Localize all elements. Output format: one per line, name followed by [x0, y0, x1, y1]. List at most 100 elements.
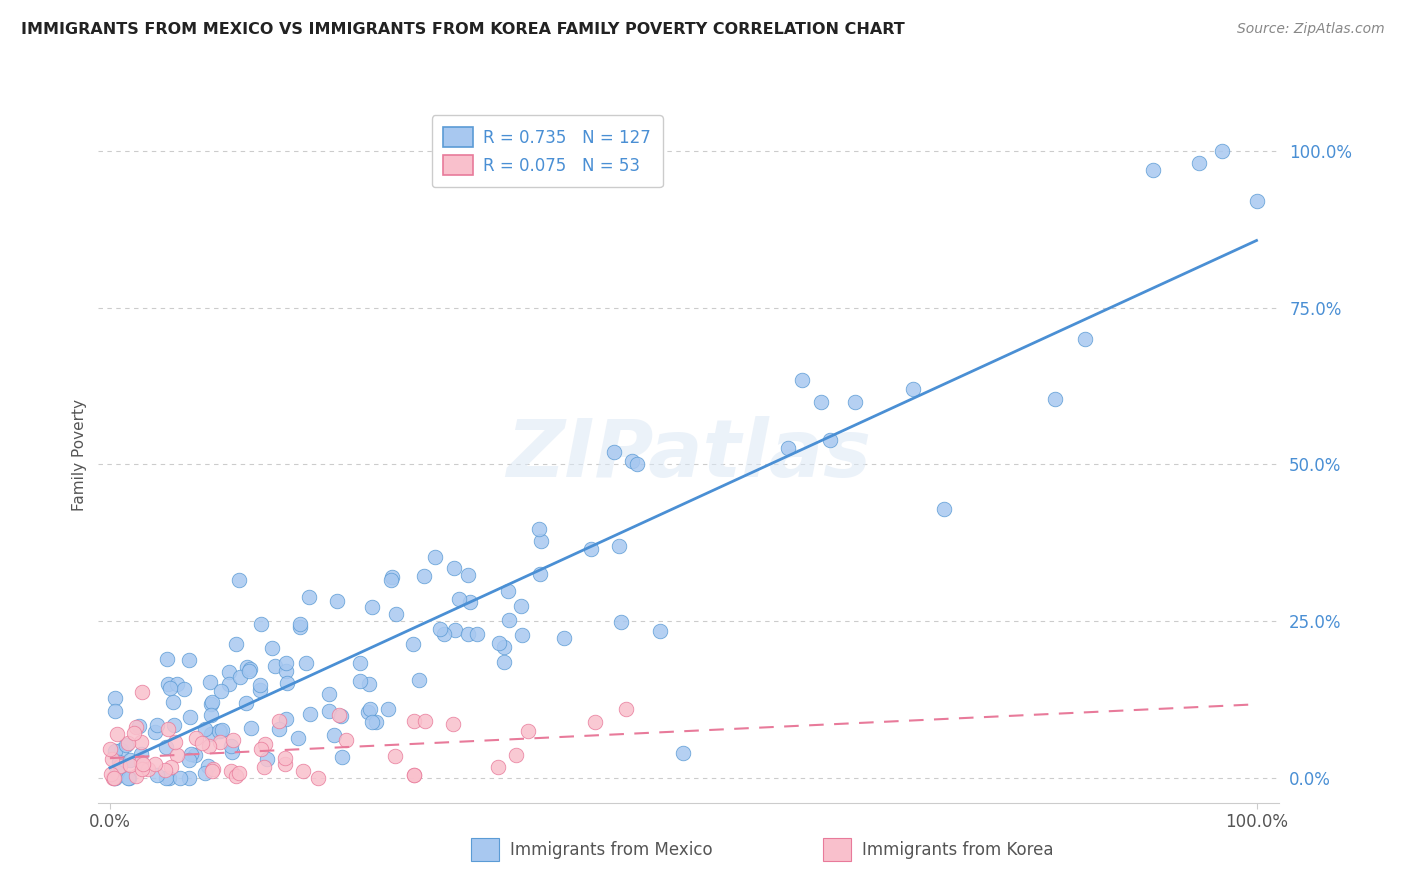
- Point: [603, 444, 626, 458]
- Point: [218, 676, 240, 690]
- Point: [385, 607, 408, 622]
- Point: [264, 659, 287, 673]
- Point: [105, 765, 128, 780]
- Point: [402, 637, 425, 651]
- Point: [423, 550, 446, 565]
- Point: [274, 712, 297, 726]
- Point: [201, 695, 224, 709]
- Point: [465, 626, 488, 640]
- Point: [260, 640, 283, 655]
- Point: [117, 736, 139, 750]
- Point: [118, 757, 141, 772]
- Point: [778, 441, 800, 455]
- Point: [326, 593, 349, 607]
- Point: [228, 573, 250, 587]
- Point: [498, 613, 520, 627]
- Point: [335, 733, 357, 747]
- Point: [290, 620, 312, 634]
- Bar: [823, 838, 851, 861]
- Point: [157, 771, 180, 785]
- Point: [530, 534, 553, 549]
- Point: [235, 696, 257, 710]
- Point: [318, 687, 340, 701]
- Point: [527, 522, 550, 536]
- Point: [200, 727, 222, 741]
- Point: [299, 707, 322, 722]
- Point: [488, 636, 510, 650]
- Point: [298, 590, 321, 604]
- Point: [186, 731, 208, 745]
- Point: [253, 760, 276, 774]
- Point: [318, 704, 340, 718]
- Point: [239, 662, 262, 676]
- Point: [253, 737, 276, 751]
- Point: [105, 727, 128, 741]
- Point: [307, 771, 329, 785]
- Point: [288, 616, 311, 631]
- Point: [120, 752, 142, 766]
- Point: [932, 502, 955, 516]
- Point: [349, 674, 371, 689]
- Point: [131, 762, 153, 776]
- Point: [1188, 156, 1211, 170]
- Point: [180, 747, 202, 762]
- Point: [201, 762, 224, 776]
- Point: [274, 751, 297, 765]
- Text: IMMIGRANTS FROM MEXICO VS IMMIGRANTS FROM KOREA FAMILY POVERTY CORRELATION CHART: IMMIGRANTS FROM MEXICO VS IMMIGRANTS FRO…: [21, 22, 905, 37]
- Point: [412, 569, 434, 583]
- Point: [239, 721, 262, 735]
- Point: [131, 685, 153, 699]
- Point: [1043, 392, 1066, 407]
- Point: [553, 631, 575, 645]
- Point: [1142, 162, 1164, 177]
- Point: [229, 670, 252, 684]
- Point: [235, 659, 257, 673]
- Point: [790, 373, 813, 387]
- Point: [607, 540, 630, 554]
- Point: [381, 570, 404, 584]
- Point: [209, 684, 232, 698]
- Point: [276, 664, 298, 678]
- Point: [108, 758, 131, 772]
- Point: [143, 757, 166, 772]
- Point: [457, 567, 479, 582]
- Point: [155, 771, 177, 785]
- Point: [98, 742, 121, 756]
- Point: [179, 710, 201, 724]
- Point: [173, 681, 195, 696]
- Point: [377, 702, 399, 716]
- Point: [162, 718, 184, 732]
- Point: [160, 760, 183, 774]
- Point: [219, 764, 242, 779]
- Point: [609, 615, 631, 629]
- Point: [408, 673, 430, 687]
- Point: [184, 748, 207, 763]
- Point: [250, 617, 273, 632]
- Point: [156, 677, 179, 691]
- Point: [129, 755, 152, 769]
- Point: [1246, 194, 1268, 208]
- Point: [249, 678, 271, 692]
- Point: [505, 747, 527, 762]
- Point: [104, 744, 127, 758]
- Point: [413, 714, 436, 728]
- Point: [494, 640, 516, 654]
- Point: [145, 768, 167, 782]
- Point: [219, 739, 242, 754]
- Y-axis label: Family Poverty: Family Poverty: [72, 399, 87, 511]
- Point: [198, 674, 221, 689]
- Text: ZIPatlas: ZIPatlas: [506, 416, 872, 494]
- Point: [256, 752, 278, 766]
- Point: [323, 728, 346, 742]
- Point: [443, 561, 465, 575]
- Point: [267, 722, 290, 736]
- Point: [274, 656, 297, 670]
- Point: [648, 624, 671, 638]
- Point: [359, 702, 381, 716]
- Point: [583, 714, 606, 729]
- Point: [156, 652, 179, 666]
- Point: [228, 766, 250, 780]
- Point: [122, 726, 145, 740]
- Point: [146, 718, 169, 732]
- Point: [626, 458, 648, 472]
